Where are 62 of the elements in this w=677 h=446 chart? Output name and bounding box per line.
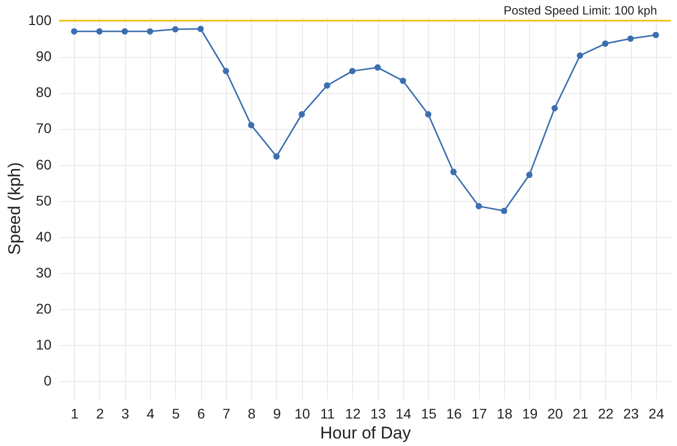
point (425, 111, 432, 118)
point (552, 105, 558, 112)
point (222, 68, 230, 74)
x-tick-label: 12 (345, 406, 361, 422)
point (526, 172, 533, 178)
x-tick-label: 6 (197, 406, 206, 422)
point (172, 26, 178, 32)
point (197, 26, 204, 32)
x-tick-label: 22 (598, 406, 614, 422)
x-tick-label: 2 (96, 406, 104, 422)
point (374, 64, 381, 71)
point (652, 32, 659, 38)
y-tick-label: 40 (36, 228, 52, 244)
ref-line-label: Posted Speed Limit: 100 kph (504, 4, 657, 18)
point (602, 40, 608, 47)
x-tick-label: 19 (522, 406, 538, 422)
x-tick-label: 8 (248, 406, 256, 422)
point (349, 68, 356, 74)
point (400, 78, 406, 84)
point (96, 28, 103, 35)
point (248, 122, 254, 128)
x-tick-label: 4 (146, 406, 155, 422)
y-tick-label: 100 (28, 12, 52, 28)
x-tick-label: 21 (572, 406, 588, 422)
point (122, 28, 128, 35)
y-tick-label: 0 (44, 372, 52, 388)
point (576, 52, 584, 59)
x-tick-label: 17 (472, 406, 488, 422)
x-tick-label: 13 (370, 406, 386, 422)
x-tick-label: 23 (623, 406, 640, 422)
x-tick-label: 15 (420, 406, 437, 422)
x-tick-label: 20 (547, 406, 564, 422)
point (273, 153, 280, 160)
y-tick-label: 30 (36, 264, 52, 280)
x-tick-label: 24 (648, 406, 664, 422)
x-tick-label: 10 (294, 406, 310, 422)
x-tick-label: 14 (396, 406, 412, 422)
y-axis-title: Speed (kph) (5, 162, 24, 255)
y-tick-label: 50 (36, 192, 52, 208)
x-tick-label: 1 (70, 406, 79, 422)
point (500, 208, 508, 214)
x-tick-label: 18 (496, 406, 513, 422)
point (71, 28, 78, 35)
point (476, 203, 482, 210)
x-tick-label: 16 (446, 406, 462, 422)
y-tick-label: 90 (36, 48, 52, 64)
x-tick-label: 5 (172, 406, 180, 422)
point (450, 168, 457, 176)
point (627, 35, 634, 42)
y-tick-label: 20 (36, 300, 52, 316)
x-axis-title: Hour of Day (320, 424, 412, 442)
y-tick-label: 60 (36, 156, 52, 172)
point (298, 111, 305, 118)
x-tick-label: 7 (222, 406, 231, 422)
y-tick-label: 80 (36, 84, 52, 100)
x-tick-label: 9 (273, 406, 282, 422)
y-tick-label: 70 (36, 120, 52, 136)
point (146, 28, 154, 35)
x-tick-label: 11 (320, 406, 336, 422)
point (324, 82, 330, 89)
x-tick-label: 3 (121, 406, 130, 422)
y-tick-label: 10 (36, 336, 52, 352)
